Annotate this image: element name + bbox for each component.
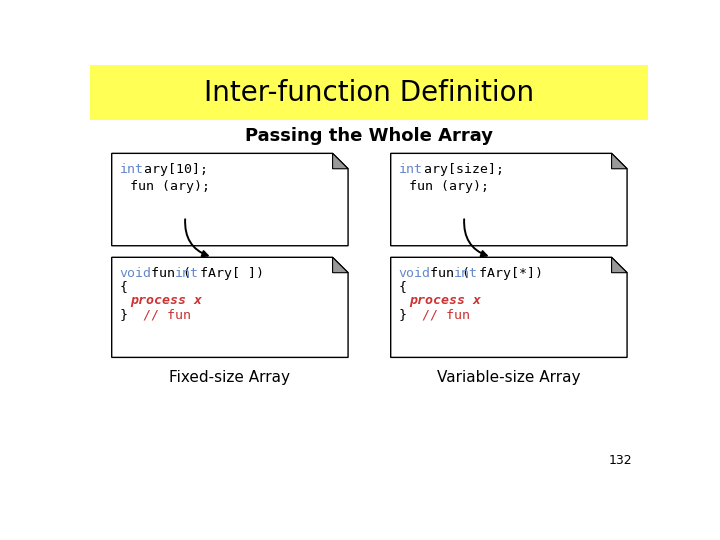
Text: fun (ary);: fun (ary); <box>130 179 210 193</box>
Text: int: int <box>398 163 423 176</box>
Polygon shape <box>611 153 627 168</box>
Polygon shape <box>391 153 627 246</box>
Text: // fun: // fun <box>406 308 470 321</box>
Text: Passing the Whole Array: Passing the Whole Array <box>245 127 493 145</box>
Text: }: } <box>120 308 127 321</box>
Text: void: void <box>120 267 151 280</box>
Text: void: void <box>398 267 431 280</box>
Text: ary[10];: ary[10]; <box>137 163 209 176</box>
Text: }: } <box>398 308 407 321</box>
Text: Variable-size Array: Variable-size Array <box>437 370 580 384</box>
Polygon shape <box>333 153 348 168</box>
FancyBboxPatch shape <box>90 65 648 120</box>
Text: {: { <box>398 280 407 293</box>
Text: fun (: fun ( <box>422 267 469 280</box>
Text: // fun: // fun <box>127 308 192 321</box>
Text: Inter-function Definition: Inter-function Definition <box>204 78 534 106</box>
Text: int: int <box>454 267 478 280</box>
Polygon shape <box>333 257 348 273</box>
FancyArrowPatch shape <box>464 219 487 256</box>
Polygon shape <box>112 153 348 246</box>
Text: Fixed-size Array: Fixed-size Array <box>169 370 290 384</box>
Text: ary[size];: ary[size]; <box>415 163 503 176</box>
Polygon shape <box>611 257 627 273</box>
Text: fAry[ ]): fAry[ ]) <box>192 267 264 280</box>
Polygon shape <box>112 257 348 357</box>
Text: int: int <box>175 267 199 280</box>
Text: int: int <box>120 163 143 176</box>
Polygon shape <box>391 257 627 357</box>
Text: process x: process x <box>409 294 481 307</box>
Text: 132: 132 <box>609 454 632 467</box>
Text: fun (ary);: fun (ary); <box>409 179 490 193</box>
Text: fun (: fun ( <box>143 267 191 280</box>
Text: process x: process x <box>130 294 202 307</box>
Text: {: { <box>120 280 127 293</box>
FancyArrowPatch shape <box>185 219 208 256</box>
Text: fAry[*]): fAry[*]) <box>472 267 544 280</box>
